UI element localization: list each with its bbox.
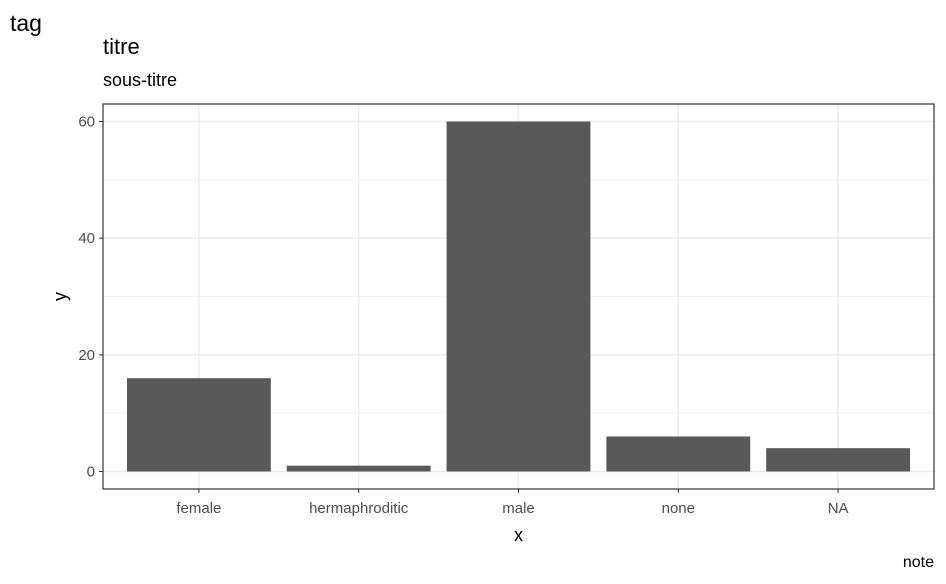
bar-female <box>126 378 271 472</box>
y-tick-label: 40 <box>78 230 95 247</box>
chart-caption: note <box>902 554 934 571</box>
y-tick-label: 60 <box>78 114 95 131</box>
x-axis: female hermaphroditic male none NA <box>176 489 849 517</box>
y-tick-label: 20 <box>78 347 95 364</box>
plot-tag: tag <box>10 10 42 36</box>
x-tick-label: hermaphroditic <box>309 500 409 517</box>
bar-hermaphroditic <box>286 465 431 472</box>
x-tick-label: NA <box>828 500 849 517</box>
chart-title: titre <box>103 34 140 59</box>
x-axis-title: x <box>514 525 523 545</box>
y-axis: 0 20 40 60 <box>78 114 103 481</box>
x-tick-label: female <box>176 500 221 517</box>
bars <box>126 121 911 472</box>
bar-none <box>606 436 751 472</box>
bar-male <box>446 121 591 472</box>
y-axis-title: y <box>50 292 70 301</box>
y-tick-label: 0 <box>87 464 95 481</box>
x-tick-label: male <box>502 500 535 517</box>
bar-na <box>766 448 911 472</box>
x-tick-label: none <box>662 500 695 517</box>
chart-subtitle: sous-titre <box>103 70 178 90</box>
